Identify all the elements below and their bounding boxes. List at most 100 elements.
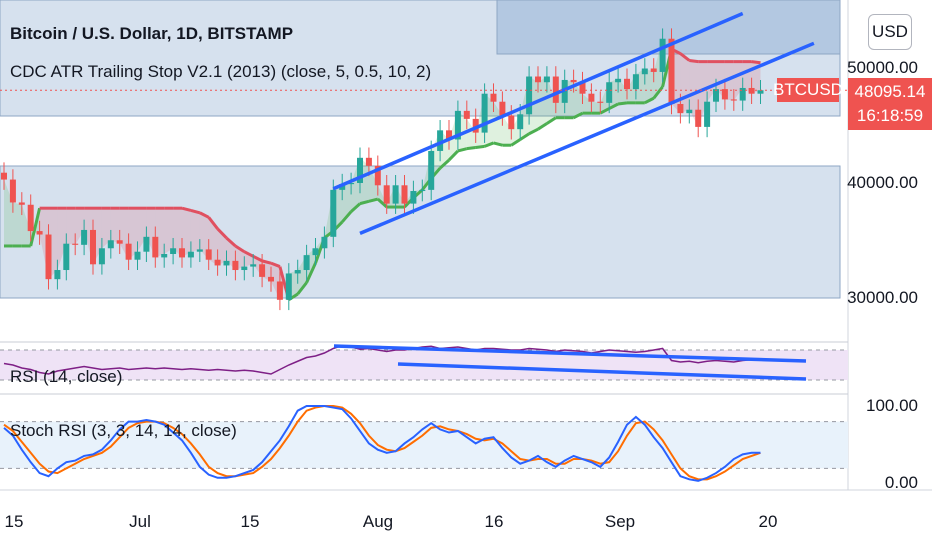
- stop-line-seg-40: [359, 199, 370, 206]
- stop-line-seg-41: [368, 197, 379, 203]
- candle-body-81: [721, 89, 728, 100]
- candle-body-25: [223, 260, 230, 266]
- stop-line-seg-25: [225, 236, 237, 248]
- candle-body-6: [54, 270, 61, 280]
- stoch-d-line: [3, 405, 761, 481]
- stop-fill-61: [546, 76, 556, 124]
- y-tick-100: 100.00: [866, 396, 918, 415]
- candle-body-18: [161, 253, 168, 258]
- candle-body-45: [401, 185, 408, 204]
- stop-line-seg-26: [234, 244, 246, 253]
- candle-body-3: [27, 204, 34, 232]
- candle-body-1: [9, 179, 16, 203]
- candle-body-30: [268, 276, 274, 282]
- rsi-trend-lower: [397, 362, 807, 381]
- stop-fill-65: [582, 93, 592, 114]
- candle-body-0: [1, 172, 7, 180]
- candle-body-83: [739, 87, 746, 101]
- candle-body-76: [677, 103, 684, 114]
- y-tick-30000: 30000.00: [847, 288, 918, 307]
- stop-line-seg-69: [617, 101, 628, 106]
- stop-line-seg-73: [652, 85, 664, 100]
- stop-line-seg-23: [207, 216, 219, 230]
- candle-body-19: [170, 248, 177, 254]
- stop-fill-6: [57, 208, 67, 271]
- stop-line-seg-61: [546, 116, 557, 125]
- candle-body-40: [357, 157, 363, 183]
- stop-line-seg-51: [457, 147, 468, 153]
- stop-line-seg-52: [466, 146, 476, 151]
- candle-body-64: [570, 79, 577, 83]
- candle-body-12: [107, 240, 114, 249]
- zone-lower: [0, 165, 841, 299]
- stoch-rsi-pane-label[interactable]: Stoch RSI (3, 3, 14, 14, close): [10, 421, 237, 440]
- stop-fill-24: [217, 228, 227, 266]
- stop-fill-66: [591, 101, 601, 114]
- candle-body-34: [303, 255, 310, 271]
- stop-line-seg-3: [29, 207, 42, 247]
- stop-line-seg-58: [519, 132, 530, 141]
- candle-body-71: [632, 74, 639, 90]
- stop-line-seg-67: [599, 107, 610, 115]
- candle-body-15: [134, 251, 141, 260]
- stop-line-seg-57: [510, 138, 522, 147]
- indicator-label[interactable]: CDC ATR Trailing Stop V2.1 (2013) (close…: [10, 62, 432, 81]
- stop-fill-20: [182, 208, 191, 258]
- stop-line-seg-38: [341, 210, 353, 223]
- candle-body-5: [45, 234, 52, 280]
- candle-body-38: [339, 184, 346, 190]
- candle-body-16: [143, 236, 150, 252]
- candle-body-29: [259, 264, 266, 277]
- stop-fill-8: [75, 208, 85, 245]
- stop-fill-7: [66, 208, 76, 245]
- trend-line-1: [359, 41, 815, 235]
- candle-body-36: [321, 236, 328, 249]
- candle-body-10: [90, 229, 96, 265]
- candle-body-56: [499, 101, 506, 116]
- stop-line-seg-21: [190, 209, 201, 215]
- x-tick-jul-15: 15: [240, 512, 260, 531]
- candle-body-49: [437, 130, 444, 151]
- candle-body-55: [490, 93, 497, 102]
- candle-body-68: [606, 82, 613, 103]
- stop-line-seg-68: [608, 102, 619, 110]
- candle-body-57: [508, 115, 515, 130]
- candle-body-8: [72, 243, 79, 245]
- candle-body-2: [18, 202, 25, 205]
- stop-line-seg-59: [528, 127, 539, 136]
- candle-body-39: [348, 183, 355, 185]
- candle-body-37: [330, 189, 337, 237]
- candle-body-69: [615, 78, 622, 83]
- candle-body-65: [579, 82, 586, 94]
- candle-body-51: [454, 110, 461, 140]
- stop-line-seg-24: [216, 227, 228, 240]
- candle-body-60: [535, 76, 541, 83]
- candle-body-7: [63, 243, 70, 271]
- stop-fill-15: [137, 208, 147, 252]
- candle-body-61: [543, 76, 550, 83]
- candle-body-80: [713, 89, 719, 102]
- rsi-pane-label[interactable]: RSI (14, close): [10, 367, 123, 386]
- x-tick-jun-15: 15: [4, 512, 24, 531]
- candle-body-32: [285, 273, 292, 300]
- stop-line-seg-49: [439, 158, 451, 170]
- last-price-tag: 48095.14 16:18:59: [848, 78, 932, 130]
- candle-body-78: [695, 109, 702, 127]
- currency-button[interactable]: USD: [868, 14, 912, 50]
- stop-fill-11: [101, 208, 111, 249]
- candle-body-20: [179, 248, 185, 258]
- stop-line-seg-77: [689, 58, 699, 64]
- candle-body-47: [419, 189, 426, 192]
- stop-line-seg-60: [537, 122, 548, 131]
- candle-body-33: [294, 270, 301, 274]
- candle-body-31: [276, 281, 283, 300]
- y-tick-40000: 40000.00: [847, 173, 918, 192]
- stop-fill-60: [538, 76, 547, 130]
- stop-fill-41: [368, 165, 378, 202]
- stop-line-seg-20: [181, 206, 192, 212]
- stop-line-seg-33: [296, 281, 308, 295]
- stop-fill-18: [164, 208, 174, 254]
- symbol-tag: BTCUSD: [773, 78, 843, 102]
